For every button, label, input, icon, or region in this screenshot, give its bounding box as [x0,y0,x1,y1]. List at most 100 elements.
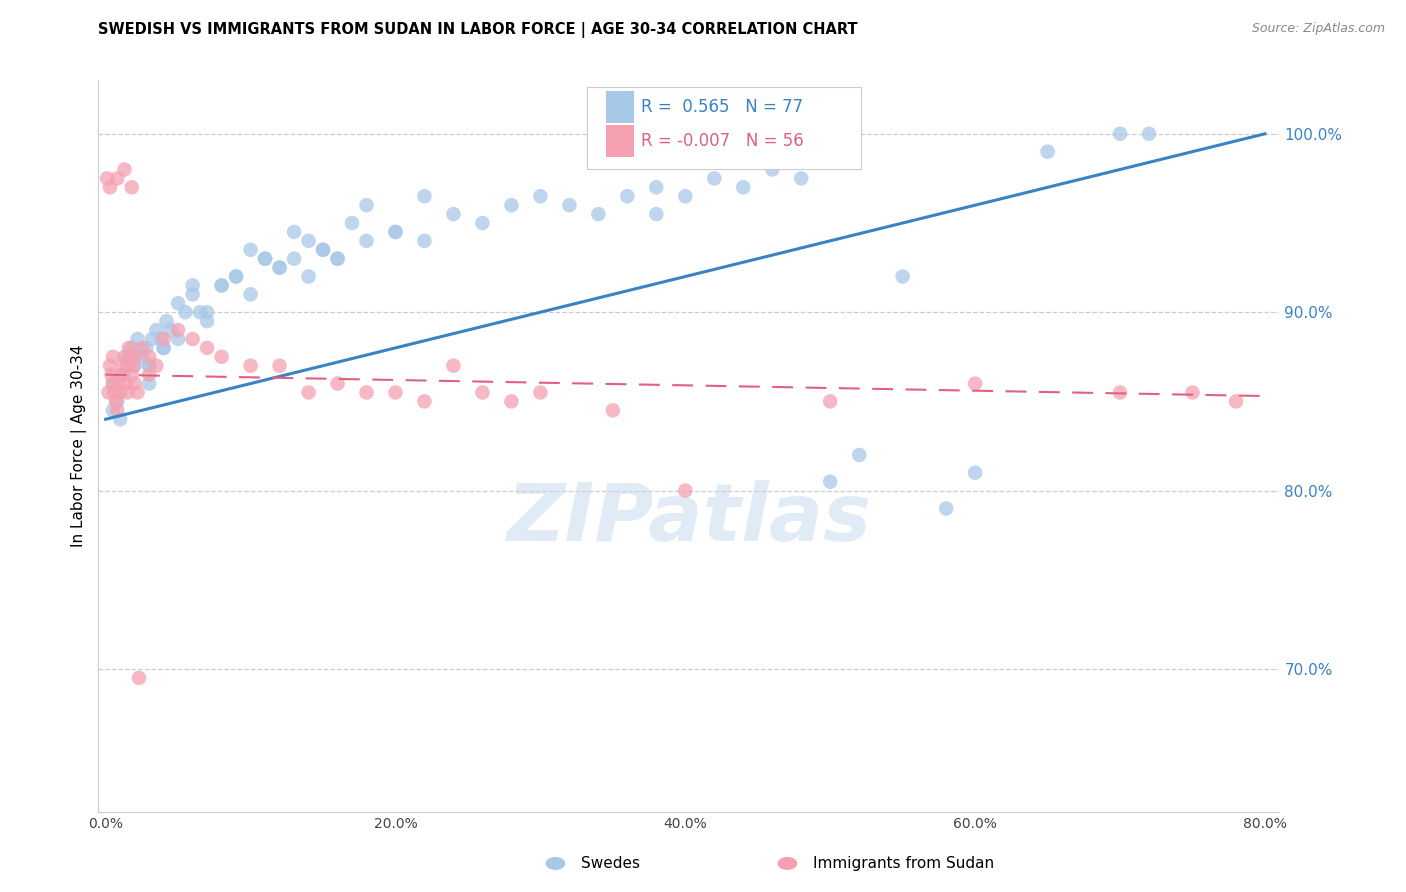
Point [529,385,551,400]
Point [254,252,277,266]
Point [121,341,143,355]
Point [121,180,143,194]
Point [105,394,128,409]
Point [181,332,204,346]
Point [120,350,142,364]
Point [98,180,121,194]
Point [645,180,668,194]
Point [297,385,319,400]
Point [211,278,233,293]
Point [283,252,305,266]
Point [115,376,138,391]
Point [104,394,127,409]
Point [239,359,262,373]
Point [101,376,124,391]
Point [413,189,436,203]
Point [114,350,136,364]
Point [101,376,124,391]
Point [124,359,146,373]
Text: Immigrants from Sudan: Immigrants from Sudan [813,856,994,871]
Point [117,350,139,364]
Point [645,207,668,221]
Point [616,189,638,203]
Point [254,252,277,266]
Point [138,359,160,373]
Point [602,403,624,417]
Point [101,350,124,364]
Point [138,359,160,373]
Y-axis label: In Labor Force | Age 30-34: In Labor Force | Age 30-34 [72,344,87,548]
Text: SWEDISH VS IMMIGRANTS FROM SUDAN IN LABOR FORCE | AGE 30-34 CORRELATION CHART: SWEDISH VS IMMIGRANTS FROM SUDAN IN LABO… [98,22,858,38]
Point [112,359,135,373]
Point [326,376,349,391]
Point [326,252,349,266]
Point [1137,127,1160,141]
Point [558,198,581,212]
Point [673,483,696,498]
Point [138,376,160,391]
Point [174,305,197,319]
Point [98,359,121,373]
Point [1225,394,1247,409]
Point [141,332,163,346]
Point [1181,385,1204,400]
Point [312,243,335,257]
Point [96,171,118,186]
Point [733,180,755,194]
Point [100,368,122,382]
Point [529,189,551,203]
Point [135,341,157,355]
Point [145,359,167,373]
Point [101,403,124,417]
Point [167,296,190,310]
Point [105,403,128,417]
Point [848,448,870,462]
Point [225,269,247,284]
Point [269,260,291,275]
Point [818,475,841,489]
Point [195,341,218,355]
Point [283,225,305,239]
Point [239,287,262,301]
Point [97,385,120,400]
Point [312,243,335,257]
Point [124,350,146,364]
Point [127,385,149,400]
Point [340,216,363,230]
Point [108,385,131,400]
Point [155,314,177,328]
Point [181,278,204,293]
Point [181,287,204,301]
Point [145,323,167,337]
Point [673,189,696,203]
Point [211,350,233,364]
Point [501,198,523,212]
Point [131,341,153,355]
Point [1036,145,1059,159]
Point [138,350,160,364]
Text: Source: ZipAtlas.com: Source: ZipAtlas.com [1251,22,1385,36]
Point [152,341,174,355]
Text: Swedes: Swedes [581,856,640,871]
Point [127,332,149,346]
Point [124,376,146,391]
Point [1109,385,1132,400]
Point [239,243,262,257]
Point [297,234,319,248]
Point [443,359,465,373]
Point [891,269,914,284]
Point [122,359,145,373]
Point [152,341,174,355]
Point [167,323,190,337]
Point [965,466,987,480]
Point [118,341,141,355]
Point [108,412,131,426]
Point [935,501,957,516]
Text: R =  0.565   N = 77: R = 0.565 N = 77 [641,98,803,116]
Point [356,385,378,400]
Point [588,207,610,221]
Point [413,394,436,409]
Point [110,368,132,382]
Point [326,252,349,266]
Point [160,323,183,337]
